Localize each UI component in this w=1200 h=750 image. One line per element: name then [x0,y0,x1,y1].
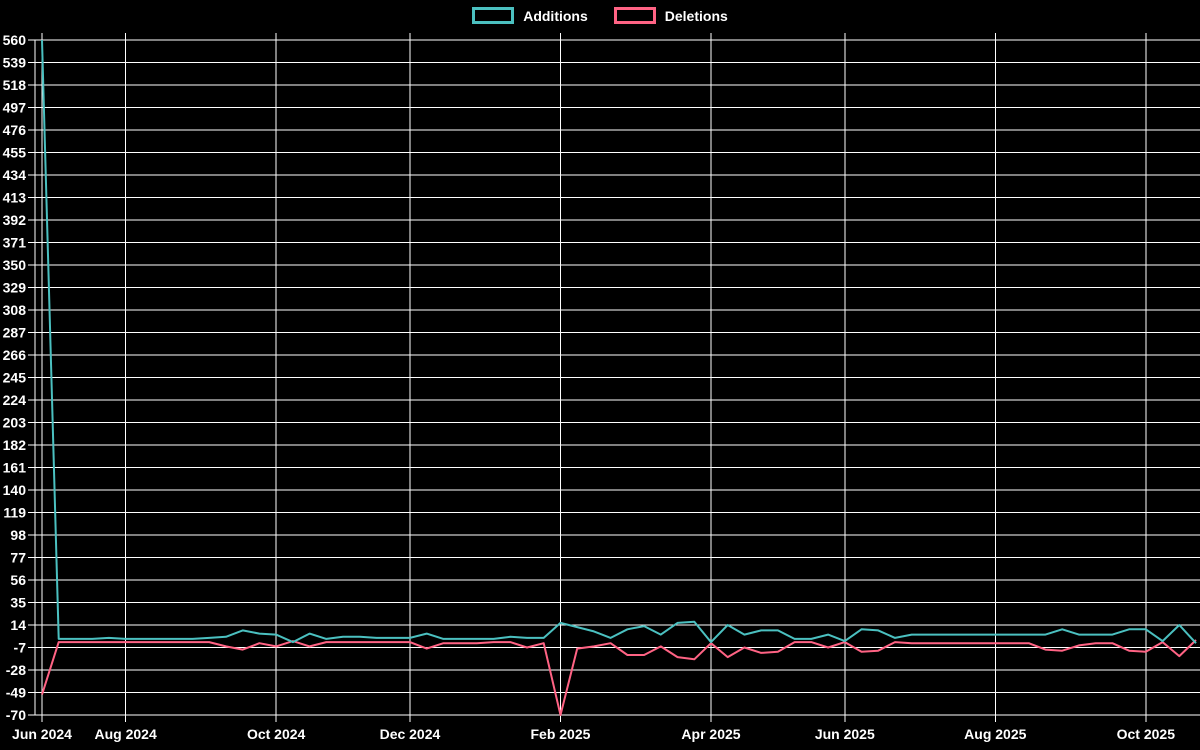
y-tick-label: 413 [3,190,27,206]
y-tick-label: 539 [3,55,27,71]
y-tick-label: -70 [6,707,26,723]
y-tick-label: -7 [14,640,27,656]
x-tick-label: Aug 2025 [964,726,1026,742]
y-tick-label: 182 [3,437,27,453]
additions-swatch-icon [472,7,515,24]
x-tick-label: Feb 2025 [530,726,590,742]
legend-label-additions: Additions [523,7,588,24]
deletions-swatch-icon [613,7,656,24]
legend-item-deletions[interactable]: Deletions [613,7,728,24]
y-tick-label: 287 [3,325,27,341]
legend-item-additions[interactable]: Additions [472,7,588,24]
x-tick-label: Oct 2024 [247,726,306,742]
x-tick-label: Jun 2025 [815,726,875,742]
legend-label-deletions: Deletions [664,7,728,24]
y-tick-label: 14 [10,617,26,633]
series-line-additions [41,39,1197,644]
y-tick-label: 371 [3,235,27,251]
y-tick-label: 455 [3,145,27,161]
y-tick-label: 56 [10,572,26,588]
y-tick-label: 35 [10,595,26,611]
grid [28,33,1200,722]
x-tick-label: Jun 2024 [12,726,72,742]
y-tick-label: 77 [10,550,26,566]
x-tick-label: Oct 2025 [1117,726,1176,742]
x-tick-label: Dec 2024 [380,726,441,742]
y-tick-label: 161 [3,460,27,476]
chart-legend: Additions Deletions [0,7,1200,24]
y-tick-label: 224 [3,392,27,408]
y-tick-label: 560 [3,32,27,48]
y-tick-label: 266 [3,347,27,363]
y-tick-label: 308 [3,302,27,318]
y-tick-label: 350 [3,257,27,273]
y-tick-label: 518 [3,77,27,93]
y-tick-label: 434 [3,167,27,183]
y-tick-label: 203 [3,415,27,431]
y-tick-label: 245 [3,370,27,386]
y-tick-label: 98 [10,527,26,543]
series-line-deletions [41,639,1197,716]
x-tick-label: Aug 2024 [94,726,156,742]
y-tick-label: 476 [3,122,27,138]
x-tick-label: Apr 2025 [681,726,740,742]
y-tick-label: 140 [3,482,27,498]
y-tick-label: 329 [3,280,27,296]
y-tick-label: 497 [3,100,27,116]
y-tick-label: -49 [6,685,26,701]
y-tick-label: 392 [3,212,27,228]
y-tick-label: -28 [6,662,26,678]
y-tick-label: 119 [3,505,26,521]
